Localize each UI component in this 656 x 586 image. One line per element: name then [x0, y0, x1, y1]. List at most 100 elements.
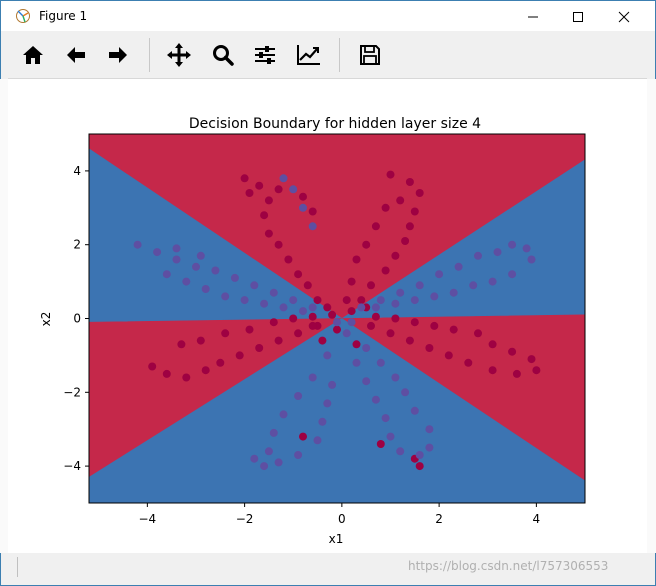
x-tick-label: −2: [236, 512, 254, 526]
data-point-blue: [347, 318, 356, 327]
title-bar[interactable]: Figure 1: [1, 1, 655, 31]
data-point-red: [284, 255, 293, 264]
data-point-red: [405, 178, 414, 186]
data-point-red: [376, 440, 385, 448]
data-point-red: [381, 266, 390, 275]
data-point-blue: [250, 454, 259, 463]
data-point-red: [527, 355, 536, 364]
data-point-blue: [430, 292, 439, 301]
data-point-red: [216, 358, 225, 367]
y-tick-label: 4: [73, 164, 81, 178]
home-button[interactable]: [17, 39, 49, 71]
data-point-red: [303, 281, 312, 290]
data-point-red: [255, 181, 264, 190]
maximize-button[interactable]: [555, 2, 601, 31]
save-button[interactable]: [354, 39, 386, 71]
floppy-disk-icon: [360, 45, 380, 65]
data-point-blue: [371, 303, 380, 312]
sliders-icon: [255, 46, 275, 64]
data-point-blue: [328, 380, 337, 389]
data-point-red: [391, 314, 400, 323]
data-point-blue: [162, 270, 171, 279]
y-tick-label: −4: [63, 459, 81, 473]
data-point-red: [264, 229, 273, 238]
data-point-blue: [386, 432, 395, 441]
data-point-red: [401, 237, 410, 245]
data-point-red: [415, 462, 424, 471]
data-point-red: [405, 336, 414, 345]
data-point-red: [488, 366, 497, 375]
status-bar: [8, 553, 647, 583]
decision-regions: [89, 134, 585, 503]
data-point-red: [386, 170, 395, 179]
data-point-red: [260, 211, 269, 220]
zoom-button[interactable]: [207, 39, 239, 71]
data-point-blue: [362, 344, 371, 352]
data-point-red: [289, 314, 298, 323]
data-point-blue: [250, 281, 259, 290]
data-point-blue: [410, 296, 419, 305]
data-point-red: [255, 344, 264, 352]
forward-button[interactable]: [102, 39, 134, 71]
data-point-red: [449, 325, 458, 334]
data-point-blue: [401, 388, 410, 397]
data-point-blue: [415, 451, 424, 459]
data-point-red: [274, 336, 283, 345]
data-point-red: [347, 277, 356, 286]
data-point-blue: [269, 288, 278, 297]
data-point-red: [162, 369, 171, 378]
data-point-blue: [289, 185, 298, 194]
close-button[interactable]: [601, 2, 647, 31]
data-point-red: [323, 303, 332, 312]
y-axis-ticks: −4 −2 0 2 4: [63, 164, 89, 473]
data-point-red: [512, 369, 521, 378]
data-point-blue: [396, 288, 405, 297]
data-point-blue: [240, 296, 249, 305]
scatter-points: [133, 170, 541, 471]
data-point-blue: [342, 329, 351, 338]
data-point-red: [464, 358, 473, 367]
data-point-blue: [425, 425, 434, 434]
data-point-red: [299, 432, 307, 441]
data-point-blue: [289, 296, 298, 305]
data-point-red: [352, 340, 361, 349]
data-point-blue: [279, 303, 288, 312]
configure-subplots-button[interactable]: [249, 39, 281, 71]
pan-button[interactable]: [163, 39, 195, 71]
data-point-blue: [376, 296, 385, 305]
minimize-button[interactable]: [510, 2, 556, 31]
data-point-blue: [371, 395, 380, 404]
data-point-red: [294, 270, 303, 279]
data-point-blue: [362, 377, 371, 386]
data-point-blue: [425, 443, 434, 452]
edit-axis-button[interactable]: [293, 39, 325, 71]
data-point-red: [488, 340, 497, 349]
magnifier-icon: [213, 45, 234, 66]
figure-canvas[interactable]: Decision Boundary for hidden layer size …: [8, 79, 647, 553]
data-point-red: [444, 351, 453, 360]
data-point-blue: [376, 358, 385, 367]
data-point-blue: [182, 277, 191, 286]
data-point-red: [313, 296, 322, 305]
data-point-blue: [323, 351, 332, 360]
data-point-blue: [153, 248, 162, 257]
x-axis-ticks: −4 −2 0 2 4: [139, 503, 540, 526]
data-point-blue: [308, 373, 317, 382]
data-point-blue: [391, 299, 400, 308]
data-point-red: [430, 321, 439, 330]
data-point-blue: [352, 358, 361, 367]
data-point-blue: [279, 174, 288, 183]
x-tick-label: 2: [435, 512, 443, 526]
minimize-icon: [528, 16, 538, 17]
data-point-red: [357, 296, 366, 305]
data-point-blue: [172, 255, 181, 264]
decision-boundary-chart[interactable]: Decision Boundary for hidden layer size …: [8, 79, 647, 553]
back-button[interactable]: [60, 39, 92, 71]
data-point-red: [405, 222, 414, 231]
background-window-edge: [0, 79, 8, 553]
y-tick-label: 2: [73, 238, 81, 252]
data-point-red: [367, 321, 375, 330]
maximize-icon: [573, 11, 583, 22]
data-point-red: [381, 203, 390, 212]
toolbar-separator: [149, 38, 150, 72]
